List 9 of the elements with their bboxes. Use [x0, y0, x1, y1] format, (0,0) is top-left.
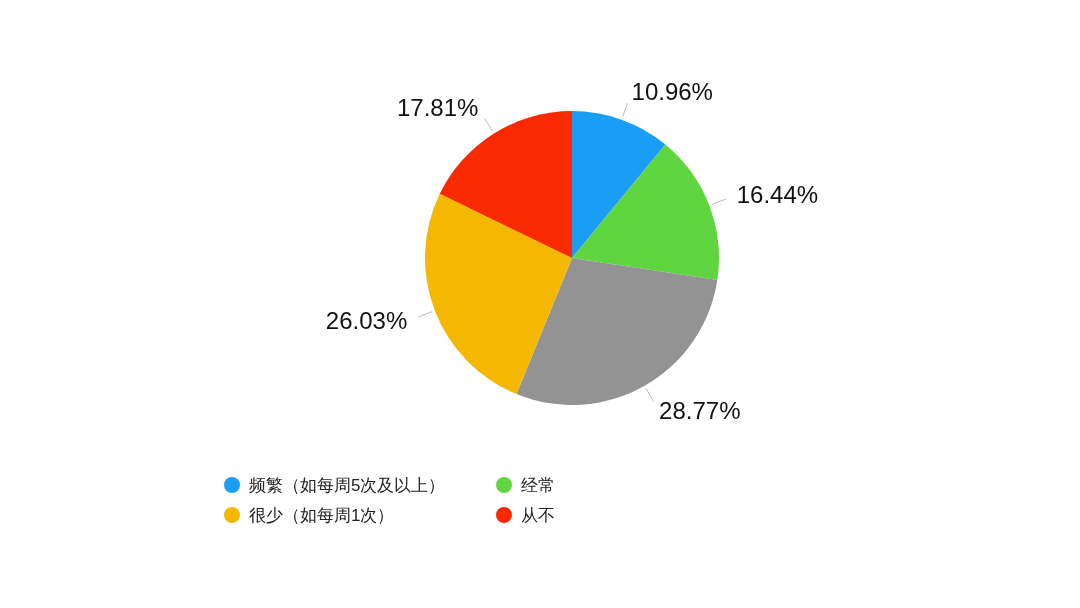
data-label: 17.81% [396, 94, 479, 122]
legend-label: 很少（如每周1次） [249, 506, 395, 525]
data-label: 26.03% [325, 307, 408, 335]
data-label: 16.44% [736, 180, 819, 208]
data-label: 28.77% [659, 397, 741, 425]
data-label: 10.96% [631, 77, 713, 105]
legend-label: 经常 [521, 476, 555, 495]
legend-label: 从不 [521, 506, 555, 525]
legend-label: 频繁（如每周5次及以上） [249, 476, 446, 495]
